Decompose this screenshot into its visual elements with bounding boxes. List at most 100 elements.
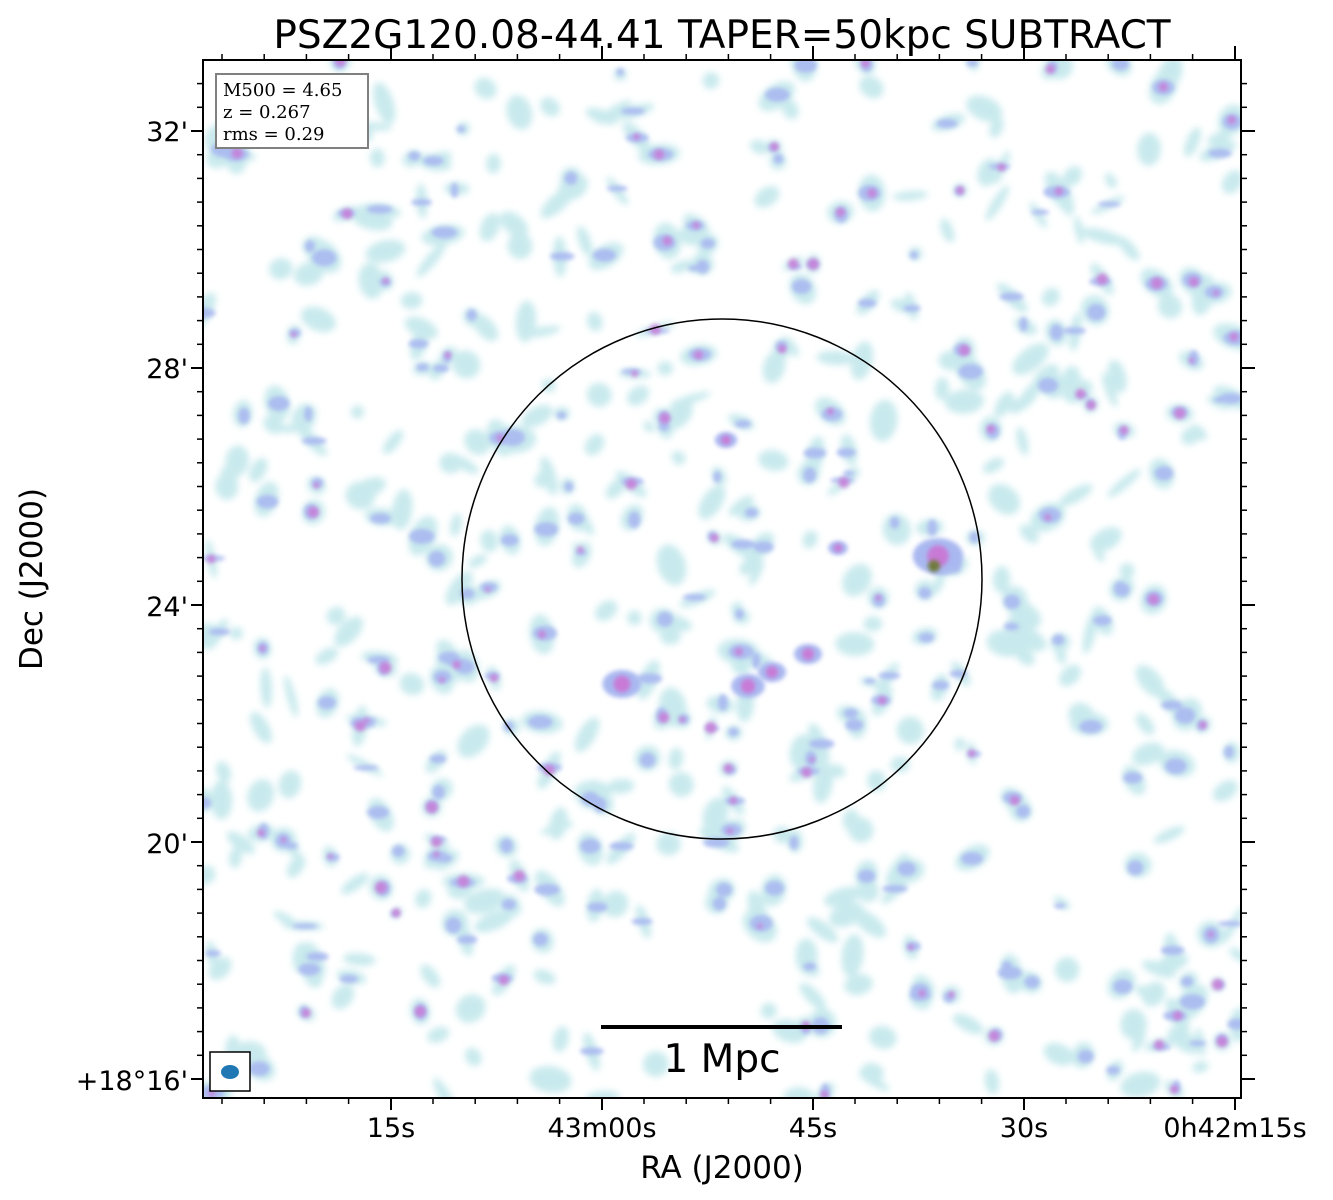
noise-peak: [391, 908, 401, 918]
noise-blob: [348, 477, 386, 501]
noise-blob: [683, 594, 707, 601]
noise-blob: [1052, 634, 1065, 646]
noise-blob: [500, 534, 519, 546]
noise-blob: [415, 889, 432, 908]
noise-peak: [659, 412, 671, 424]
noise-peak: [1096, 273, 1108, 285]
noise-blob: [607, 778, 635, 794]
noise-blob: [938, 350, 964, 371]
noise-peak: [770, 142, 779, 151]
noise-blob: [668, 771, 694, 797]
noise-blob: [474, 909, 514, 933]
noise-blob: [533, 969, 556, 985]
noise-blob: [521, 404, 553, 428]
noise-blob: [451, 350, 481, 379]
noise-blob: [579, 1047, 604, 1055]
noise-blob: [592, 248, 617, 262]
noise-blob: [278, 770, 302, 799]
noise-peak: [838, 477, 850, 488]
noise-peak: [807, 258, 819, 270]
noise-blob: [456, 125, 466, 133]
noise-blob: [627, 385, 650, 406]
noise-blob: [1112, 60, 1129, 71]
noise-blob: [1106, 1065, 1120, 1075]
noise-blob: [457, 935, 478, 944]
noise-blob: [977, 158, 1000, 187]
noise-blob: [225, 445, 249, 477]
noise-peak: [710, 533, 719, 543]
noise-blob: [944, 389, 985, 414]
noise-blob: [506, 95, 533, 130]
noise-blob: [1059, 664, 1082, 687]
noise-peak: [653, 149, 665, 160]
noise-blob: [844, 974, 873, 996]
noise-blob: [671, 450, 686, 465]
noise-blob: [843, 470, 855, 476]
noise-peak: [1158, 82, 1168, 92]
noise-peak: [444, 351, 452, 359]
noise-blob: [1132, 742, 1165, 766]
noise-blob: [868, 1025, 897, 1050]
noise-blob: [889, 516, 900, 529]
noise-blob: [203, 865, 216, 885]
noise-peak: [918, 989, 926, 997]
noise-blob: [1161, 700, 1183, 710]
noise-blob: [392, 845, 405, 857]
y-tick-label: 32': [146, 117, 188, 148]
noise-blob: [416, 363, 429, 372]
noise-blob: [728, 727, 739, 737]
noise-blob: [445, 571, 473, 606]
noise-peak: [734, 647, 743, 656]
noise-peak: [354, 720, 366, 732]
noise-blob: [758, 449, 789, 471]
noise-blob: [466, 309, 477, 321]
noise-blob: [918, 632, 935, 643]
noise-peak: [633, 133, 640, 140]
noise-blob: [1113, 581, 1127, 596]
noise-peak: [1211, 978, 1224, 991]
noise-blob: [256, 495, 279, 509]
noise-blob: [552, 1026, 569, 1053]
x-tick-label: 0h42m15s: [1163, 1113, 1306, 1144]
noise-blob: [460, 588, 475, 599]
noise-blob: [595, 600, 618, 621]
noise-blob: [399, 673, 425, 696]
noise-blob: [969, 531, 979, 544]
noise-blob: [1192, 1060, 1209, 1073]
noise-blob: [688, 265, 700, 272]
noise-blob: [954, 737, 966, 751]
noise-blob: [208, 957, 232, 980]
noise-blob: [643, 1051, 669, 1077]
x-axis-label: RA (J2000): [640, 1150, 804, 1186]
noise-blob: [1227, 1018, 1241, 1030]
noise-peak: [431, 836, 442, 848]
noise-peak: [1172, 1010, 1183, 1021]
noise-blob: [248, 1061, 270, 1076]
noise-blob: [1037, 377, 1059, 393]
noise-peak: [658, 712, 670, 723]
noise-peak: [341, 208, 353, 220]
noise-blob: [927, 519, 938, 536]
noise-blob: [577, 226, 593, 257]
noise-blob: [580, 838, 601, 854]
noise-blob: [841, 934, 864, 977]
noise-blob: [607, 185, 628, 192]
noise-blob: [312, 249, 337, 267]
noise-peak: [801, 767, 812, 778]
noise-blob: [903, 305, 921, 312]
noise-peak: [1154, 1039, 1165, 1050]
noise-blob: [1113, 979, 1133, 994]
noise-blob: [728, 495, 754, 517]
noise-blob: [989, 117, 1004, 138]
noise-blob: [789, 835, 799, 850]
noise-blob: [827, 764, 846, 778]
noise-blob: [300, 306, 336, 333]
noise-blob: [1033, 364, 1059, 387]
noise-blob: [1104, 173, 1117, 189]
noise-blob: [1031, 209, 1050, 215]
noise-blob: [286, 855, 306, 878]
noise-blob: [593, 796, 607, 813]
noise-blob: [863, 616, 883, 632]
noise-blob: [334, 616, 364, 647]
noise-blob: [816, 350, 855, 366]
